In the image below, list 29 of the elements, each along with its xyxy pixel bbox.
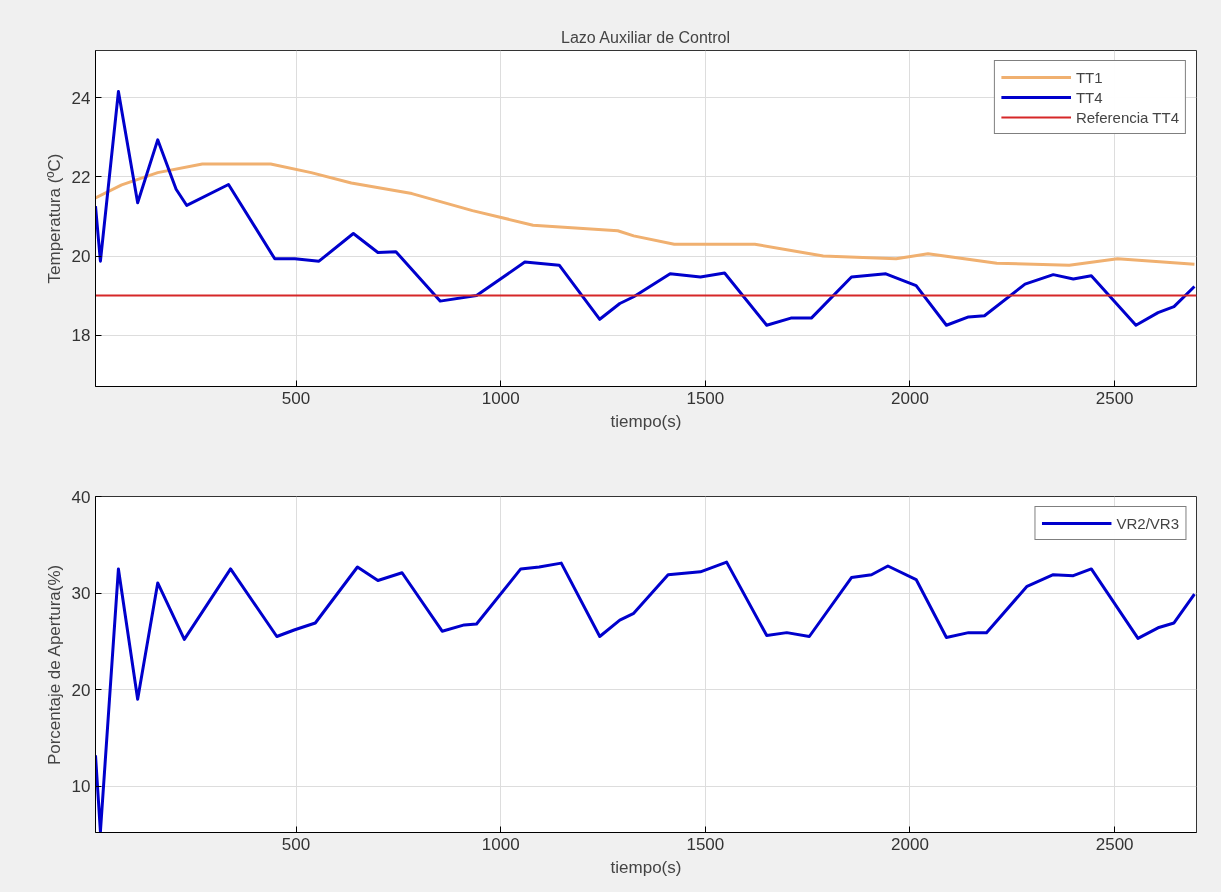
x-tick-label: 1500 xyxy=(686,388,725,408)
y-tick-label: 22 xyxy=(71,167,91,187)
x-tick-label: 2000 xyxy=(891,388,929,408)
x-tick-label: 2000 xyxy=(891,834,929,854)
x-axis-title: tiempo(s) xyxy=(610,411,682,431)
y-tick-label: 30 xyxy=(71,584,91,604)
x-tick-label: 500 xyxy=(281,388,311,408)
legend-label: VR2/VR3 xyxy=(1116,514,1179,532)
legend-label: TT1 xyxy=(1075,68,1103,86)
chart-title: Lazo Auxiliar de Control xyxy=(561,28,731,46)
y-tick-label: 40 xyxy=(71,487,91,507)
y-tick-label: 18 xyxy=(71,326,91,346)
y-tick-label: 10 xyxy=(71,777,91,797)
line-series xyxy=(95,90,1196,327)
y-tick-label: 20 xyxy=(71,247,91,267)
legend-label: Referencia TT4 xyxy=(1075,108,1179,126)
y-tick-label: 20 xyxy=(71,680,91,700)
line-series xyxy=(95,162,1196,267)
x-tick-label: 2500 xyxy=(1095,388,1134,408)
legend-label: TT4 xyxy=(1075,88,1103,106)
x-tick-label: 2500 xyxy=(1095,834,1134,854)
y-axis-title: Temperatura (ºC) xyxy=(44,153,64,284)
x-axis-title: tiempo(s) xyxy=(610,857,682,877)
y-axis-title: Porcentaje de Apertura(%) xyxy=(44,564,64,766)
x-tick-label: 1000 xyxy=(481,388,520,408)
x-tick-label: 1500 xyxy=(686,834,725,854)
x-tick-label: 1000 xyxy=(481,834,520,854)
x-tick-label: 500 xyxy=(281,834,311,854)
y-tick-label: 24 xyxy=(71,88,91,108)
